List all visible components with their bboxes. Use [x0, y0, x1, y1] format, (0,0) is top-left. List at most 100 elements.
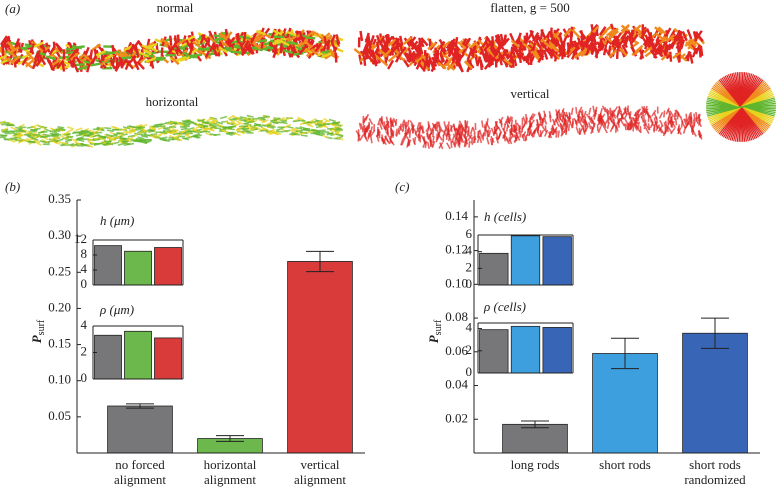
rod [279, 43, 283, 54]
rod [216, 123, 224, 128]
rod [665, 34, 675, 43]
rod [205, 132, 213, 137]
rod [593, 112, 597, 120]
rod [608, 49, 618, 58]
rod [634, 44, 644, 54]
rod [94, 128, 102, 134]
rod [300, 134, 308, 137]
rod [413, 136, 417, 144]
y-tick-label: 0.14 [445, 208, 468, 223]
rod [33, 127, 41, 131]
rod [38, 125, 46, 130]
rod [377, 118, 381, 126]
rod [479, 46, 486, 57]
rod [687, 113, 691, 121]
rod [577, 116, 580, 124]
rod [61, 61, 66, 72]
rod [122, 141, 130, 146]
rod [539, 129, 542, 138]
rod [494, 34, 502, 45]
rod [694, 44, 701, 55]
rod [502, 49, 510, 60]
y-axis-label-main: P [426, 334, 441, 343]
rod [94, 136, 102, 141]
rod [136, 60, 145, 70]
rod [697, 133, 703, 140]
rod [239, 116, 247, 119]
rod [453, 47, 460, 58]
rod [616, 110, 622, 118]
rod [674, 118, 678, 126]
rod [193, 135, 201, 139]
rod [564, 119, 567, 127]
rod [45, 55, 57, 61]
rod [48, 45, 56, 56]
rod [298, 31, 304, 42]
rod [181, 40, 192, 48]
strip-title: flatten, g = 500 [490, 0, 570, 15]
rod [332, 131, 340, 136]
rod [1, 127, 9, 132]
rod [689, 53, 694, 64]
error-bar [521, 420, 549, 429]
rod [335, 36, 340, 47]
rod [321, 52, 332, 59]
rod [603, 126, 608, 134]
rod [15, 127, 23, 132]
rod [568, 116, 572, 124]
rod [0, 120, 6, 125]
rod [510, 130, 515, 138]
rod [199, 33, 206, 45]
rod [505, 137, 511, 145]
rod [632, 24, 642, 34]
rod [309, 117, 317, 123]
rod [550, 127, 553, 135]
rod [634, 112, 638, 120]
rod [644, 39, 649, 50]
rod [251, 41, 262, 50]
rod [323, 36, 328, 47]
rod [279, 39, 290, 47]
rod [61, 141, 69, 146]
rod [620, 113, 624, 121]
rod [446, 133, 452, 141]
rod [53, 46, 64, 55]
rod [566, 42, 571, 53]
rod [95, 50, 106, 57]
rod [179, 56, 190, 62]
rod [10, 137, 18, 140]
rod [620, 24, 630, 33]
rod [119, 127, 128, 132]
x-tick-label-box: short rods randomized [684, 457, 745, 487]
rod [273, 117, 281, 122]
rod [548, 131, 552, 139]
rod [367, 55, 376, 65]
rod [381, 137, 385, 145]
rod [233, 132, 241, 137]
rod [140, 133, 148, 137]
bar [502, 423, 568, 454]
rod [256, 38, 268, 43]
rod [409, 124, 415, 132]
rod [313, 132, 321, 136]
y-tick-label: 0.25 [48, 263, 71, 278]
rod [336, 133, 344, 137]
rod [424, 140, 428, 149]
rod [49, 130, 58, 134]
rod [111, 55, 116, 66]
y-tick-label: 4 [81, 317, 88, 332]
rod [432, 136, 435, 144]
rod [588, 107, 592, 115]
rod [71, 45, 83, 50]
rod [695, 30, 703, 40]
rod [219, 39, 229, 48]
inset-title: h (μm) [100, 213, 134, 228]
rod [83, 134, 91, 138]
rod [208, 116, 216, 122]
rod [489, 46, 497, 57]
rod [58, 128, 66, 132]
rod [221, 129, 229, 134]
rod [486, 118, 489, 126]
rod [361, 125, 365, 133]
rod [420, 134, 426, 142]
